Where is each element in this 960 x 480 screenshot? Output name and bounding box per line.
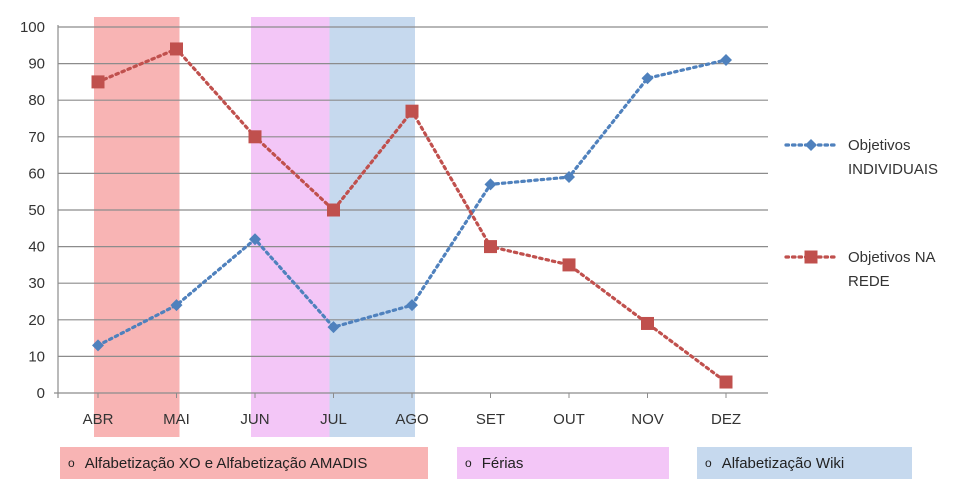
bullet-icon: o bbox=[465, 456, 472, 470]
y-tick-label: 40 bbox=[28, 239, 45, 256]
y-tick-label: 30 bbox=[28, 275, 45, 292]
legend-marker bbox=[804, 250, 818, 264]
x-tick-label: AGO bbox=[395, 411, 428, 428]
band-legend-label: Alfabetização XO e Alfabetização AMADIS bbox=[84, 454, 368, 472]
gridlines bbox=[58, 26, 768, 357]
series-legend: Objetivos INDIVIDUAIS Objetivos NA REDE bbox=[784, 137, 938, 290]
y-tick-label: 0 bbox=[37, 385, 45, 402]
x-tick-label: ABR bbox=[83, 411, 114, 428]
data-point bbox=[484, 240, 497, 254]
y-tick-label: 50 bbox=[28, 202, 45, 219]
band-0 bbox=[94, 17, 180, 437]
y-tick-label: 10 bbox=[28, 348, 45, 365]
data-point bbox=[170, 299, 183, 312]
data-series bbox=[91, 42, 733, 389]
y-tick-label: 20 bbox=[28, 312, 45, 329]
line-chart: 0 10 20 30 40 50 60 70 80 90 100 ABR MAI JUN JUL AGO SET… bbox=[20, 17, 938, 437]
shaded-bands bbox=[94, 17, 415, 437]
x-tick-label: JUN bbox=[240, 411, 269, 428]
bullet-icon: o bbox=[705, 456, 712, 470]
legend-label: INDIVIDUAIS bbox=[848, 161, 938, 178]
data-point bbox=[327, 321, 340, 334]
data-point bbox=[327, 203, 340, 217]
series-1 bbox=[91, 42, 733, 389]
x-tick-label: NOV bbox=[631, 411, 664, 428]
axes: 0 10 20 30 40 50 60 70 80 90 100 ABR MAI JUN JUL AGO SET… bbox=[20, 19, 768, 428]
band-legend-literacy-xo-amadis: o Alfabetização XO e Alfabetização AMADI… bbox=[60, 447, 428, 479]
data-point bbox=[641, 316, 654, 330]
data-point bbox=[170, 42, 183, 56]
data-point bbox=[406, 299, 418, 312]
band-2 bbox=[329, 17, 415, 437]
legend-label: REDE bbox=[848, 273, 890, 290]
band-1 bbox=[251, 17, 337, 437]
band-legend-literacy-wiki: o Alfabetização Wiki bbox=[697, 447, 912, 479]
bullet-icon: o bbox=[68, 456, 75, 470]
data-point bbox=[249, 233, 261, 246]
legend-entry-1: Objetivos NA REDE bbox=[784, 249, 936, 290]
y-tick-label: 60 bbox=[28, 165, 45, 182]
x-tick-label: SET bbox=[476, 411, 505, 428]
legend-label: Objetivos NA bbox=[848, 249, 936, 266]
data-point bbox=[719, 375, 733, 389]
legend-label: Objetivos bbox=[848, 137, 911, 154]
x-tick-label: JUL bbox=[320, 411, 347, 428]
data-point bbox=[92, 339, 104, 352]
y-tick-label: 90 bbox=[28, 56, 45, 73]
data-point bbox=[720, 53, 732, 66]
x-tick-label: OUT bbox=[553, 411, 585, 428]
data-point bbox=[405, 104, 419, 118]
data-point bbox=[484, 178, 497, 191]
y-tick-label: 100 bbox=[20, 19, 45, 36]
x-tick-label: MAI bbox=[163, 411, 190, 428]
band-legend-label: Alfabetização Wiki bbox=[721, 454, 845, 472]
series-0 bbox=[92, 53, 732, 352]
y-tick-label: 80 bbox=[28, 92, 45, 109]
y-tick-label: 70 bbox=[28, 129, 45, 146]
x-tick-label: DEZ bbox=[711, 411, 741, 428]
data-point bbox=[563, 171, 575, 184]
data-point bbox=[641, 72, 654, 85]
data-point bbox=[91, 75, 105, 89]
data-point bbox=[562, 258, 576, 272]
band-legend-label: Férias bbox=[481, 454, 524, 472]
data-point bbox=[248, 130, 262, 144]
legend-entry-0: Objetivos INDIVIDUAIS bbox=[784, 137, 938, 178]
band-legend-holidays: o Férias bbox=[457, 447, 669, 479]
legend-marker bbox=[805, 139, 817, 151]
